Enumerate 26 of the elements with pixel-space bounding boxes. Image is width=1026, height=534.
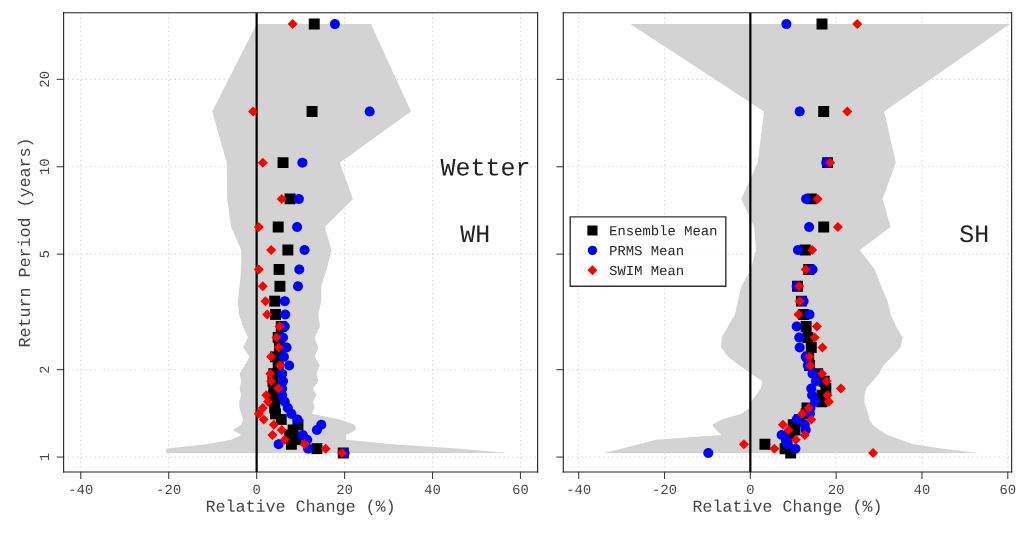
x-tick-label: -20	[158, 484, 181, 495]
x-tick-label: -40	[70, 484, 93, 495]
annotation: SH	[960, 225, 988, 243]
annotation: WH	[460, 225, 489, 243]
annotation: Wetter	[440, 158, 529, 176]
y-axis-title: Return Period (years)	[17, 140, 34, 347]
x-tick-label: -40	[568, 484, 591, 495]
x-tick-label: 60	[513, 484, 528, 495]
legend-label: Ensemble Mean	[610, 225, 717, 236]
y-tick-label: 10	[39, 159, 50, 175]
x-tick-label: 60	[1000, 484, 1016, 495]
y-tick-label: 1	[39, 453, 49, 461]
x-tick-label: 0	[747, 484, 754, 495]
x-tick-label: -20	[654, 484, 677, 495]
y-tick-label: 20	[39, 71, 50, 87]
x-tick-label: 20	[828, 484, 844, 495]
x-axis-title: Relative Change (%)	[206, 499, 393, 516]
x-axis-title: Relative Change (%)	[693, 499, 880, 516]
y-tick-label: 5	[39, 250, 50, 258]
y-tick-label: 2	[39, 366, 49, 373]
x-tick-label: 20	[337, 484, 353, 495]
legend-label: PRMS Mean	[610, 245, 683, 256]
legend-label: SWIM Mean	[609, 265, 683, 276]
x-tick-label: 40	[914, 484, 930, 495]
x-tick-label: 40	[424, 484, 441, 495]
x-tick-label: 0	[253, 484, 260, 495]
